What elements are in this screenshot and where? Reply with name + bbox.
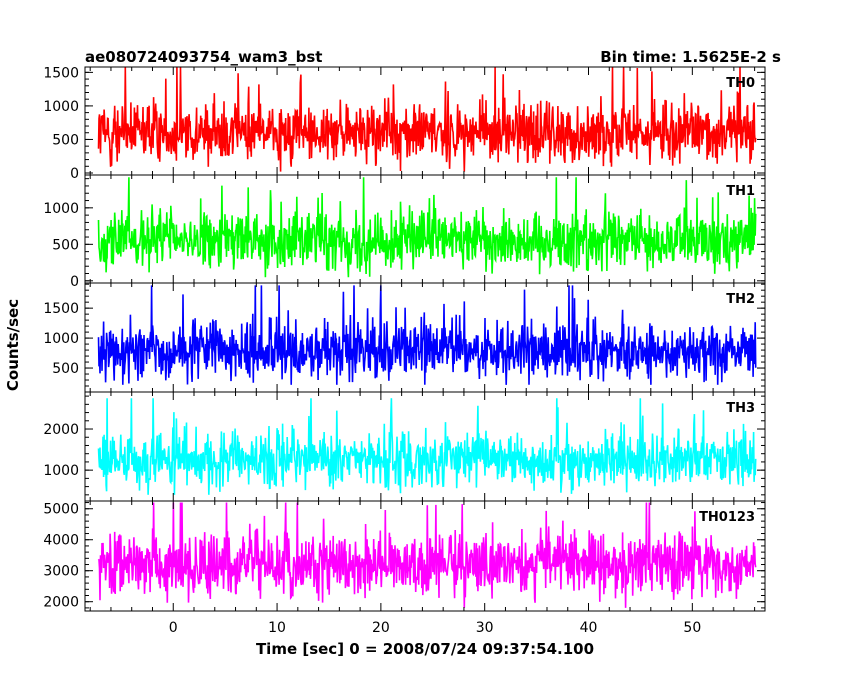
series-line-th3 [97,398,757,495]
y-tick-label: 0 [70,274,79,290]
series-line-th0123 [97,502,757,608]
panel-label-th2: TH2 [726,292,755,307]
y-tick-label: 2000 [43,422,79,438]
y-tick-label: 1000 [43,201,79,217]
x-tick-label: 20 [372,620,390,636]
panel-label-th0123: TH0123 [699,510,755,525]
y-axis-label: Counts/sec [4,299,22,391]
panel-label-th0: TH0 [726,76,755,91]
x-axis-label: Time [sec] 0 = 2008/07/24 09:37:54.100 [256,640,594,658]
series-line-th1 [97,177,757,278]
panel-label-th3: TH3 [726,401,755,416]
y-tick-label: 500 [52,132,79,148]
panel-th3: 1000 2000 TH3 [43,391,766,502]
series-line-th0 [97,67,757,172]
panel-frame [84,500,766,612]
y-tick-label: 1000 [43,99,79,115]
y-tick-label: 0 [70,166,79,182]
panel-th0: 0 500 1000 1500 TH0 [43,65,766,182]
y-tick-label: 4000 [43,533,79,549]
panel-th0123: 2000 3000 4000 5000 TH0123 [43,500,766,612]
x-tick-label: 50 [683,620,701,636]
panel-label-th1: TH1 [726,184,755,199]
y-tick-label: 500 [52,237,79,253]
y-tick-label: 500 [52,361,79,377]
series-line-th2 [97,285,757,385]
panels-group: 050010001500TH005001000TH150010001500TH2… [43,65,766,636]
chart-title: ae080724093754_wam3_bst [85,48,322,66]
y-tick-label: 5000 [43,502,79,518]
x-tick-label: 10 [268,620,286,636]
y-tick-label: 1000 [43,331,79,347]
chart-subtitle: Bin time: 1.5625E-2 s [600,48,781,66]
y-tick-label: 1500 [43,65,79,81]
x-tick-label: 30 [476,620,494,636]
y-tick-label: 2000 [43,595,79,611]
y-tick-label: 3000 [43,564,79,580]
panel-th1: 0 500 1000 TH1 [43,174,766,290]
x-tick-label: 0 [169,620,178,636]
y-tick-label: 1000 [43,463,79,479]
x-tick-label: 40 [580,620,598,636]
panel-th2: 500 1000 1500 TH2 [43,282,766,393]
y-tick-label: 1500 [43,301,79,317]
